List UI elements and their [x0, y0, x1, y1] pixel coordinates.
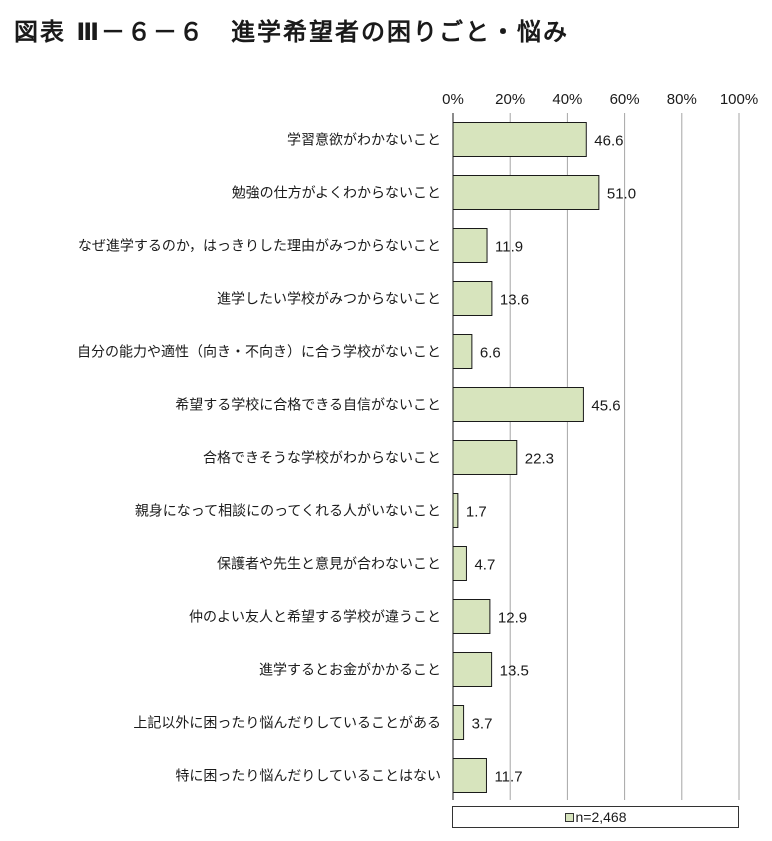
data-label: 4.7 — [474, 557, 495, 574]
category-label: 特に困ったり悩んだりしていることはない — [175, 769, 441, 785]
x-tick-label: 40% — [552, 91, 582, 108]
data-label: 45.6 — [591, 398, 620, 415]
value-labels: 46.6 51.0 11.9 13.6 6.6 45.6 22.3 1.7 4.7 12.9 13.… — [466, 133, 636, 786]
bar — [452, 493, 459, 528]
x-tick-label: 100% — [720, 91, 758, 108]
data-label: 22.3 — [525, 451, 554, 468]
bar — [452, 387, 584, 422]
bars — [452, 122, 600, 793]
data-label: 51.0 — [607, 186, 636, 203]
legend-label: n=2,468 — [575, 809, 627, 825]
data-label: 46.6 — [594, 133, 623, 150]
data-label: 11.7 — [494, 769, 522, 786]
category-label: 希望する学校に合格できる自信がないこと — [175, 397, 441, 414]
bar — [452, 440, 518, 475]
gridlines — [509, 113, 740, 800]
category-label: 進学するとお金がかかること — [259, 663, 441, 679]
x-axis-ticks: 0% 20% 40% 60% 80% 100% — [442, 91, 758, 108]
bar — [452, 758, 487, 793]
bar — [452, 281, 493, 316]
bar — [452, 334, 473, 369]
bar — [452, 599, 491, 634]
data-label: 6.6 — [480, 345, 501, 362]
data-label: 12.9 — [498, 610, 527, 627]
category-label: なぜ進学するのか，はっきりした理由がみつからないこと — [78, 239, 441, 255]
bar — [452, 122, 587, 157]
bar — [452, 546, 467, 581]
page-title: 図表 Ⅲ－６－６ 進学希望者の困りごと・悩み — [14, 18, 570, 46]
bar — [452, 705, 465, 740]
category-label: 学習意欲がわかないこと — [287, 132, 441, 149]
x-tick-label: 0% — [442, 91, 464, 108]
category-label: 自分の能力や適性（向き・不向き）に合う学校がないこと — [77, 344, 441, 361]
bar — [452, 652, 493, 687]
category-label: 合格できそうな学校がわからないこと — [203, 450, 441, 467]
x-tick-label: 80% — [667, 91, 697, 108]
category-label: 保護者や先生と意見が合わないこと — [217, 556, 441, 573]
bar — [452, 228, 488, 263]
data-label: 11.9 — [495, 239, 523, 256]
category-label: 勉強の仕方がよくわからないこと — [232, 186, 441, 202]
data-label: 3.7 — [472, 716, 493, 733]
data-label: 13.6 — [500, 292, 529, 309]
data-label: 1.7 — [466, 504, 487, 521]
category-labels: 学習意欲がわかないこと勉強の仕方がよくわからないことなぜ進学するのか，はっきりし… — [77, 132, 441, 785]
category-label: 仲のよい友人と希望する学校が違うこと — [189, 609, 441, 626]
category-label: 上記以外に困ったり悩んだりしていることがある — [133, 715, 441, 732]
category-label: 親身になって相談にのってくれる人がいないこと — [135, 504, 441, 520]
bar — [452, 175, 600, 210]
category-label: 進学したい学校がみつからないこと — [217, 291, 441, 308]
legend-swatch — [564, 812, 574, 822]
data-label: 13.5 — [500, 663, 529, 680]
x-tick-label: 20% — [495, 91, 525, 108]
x-tick-label: 60% — [610, 91, 640, 108]
legend: n=2,468 — [452, 806, 739, 828]
